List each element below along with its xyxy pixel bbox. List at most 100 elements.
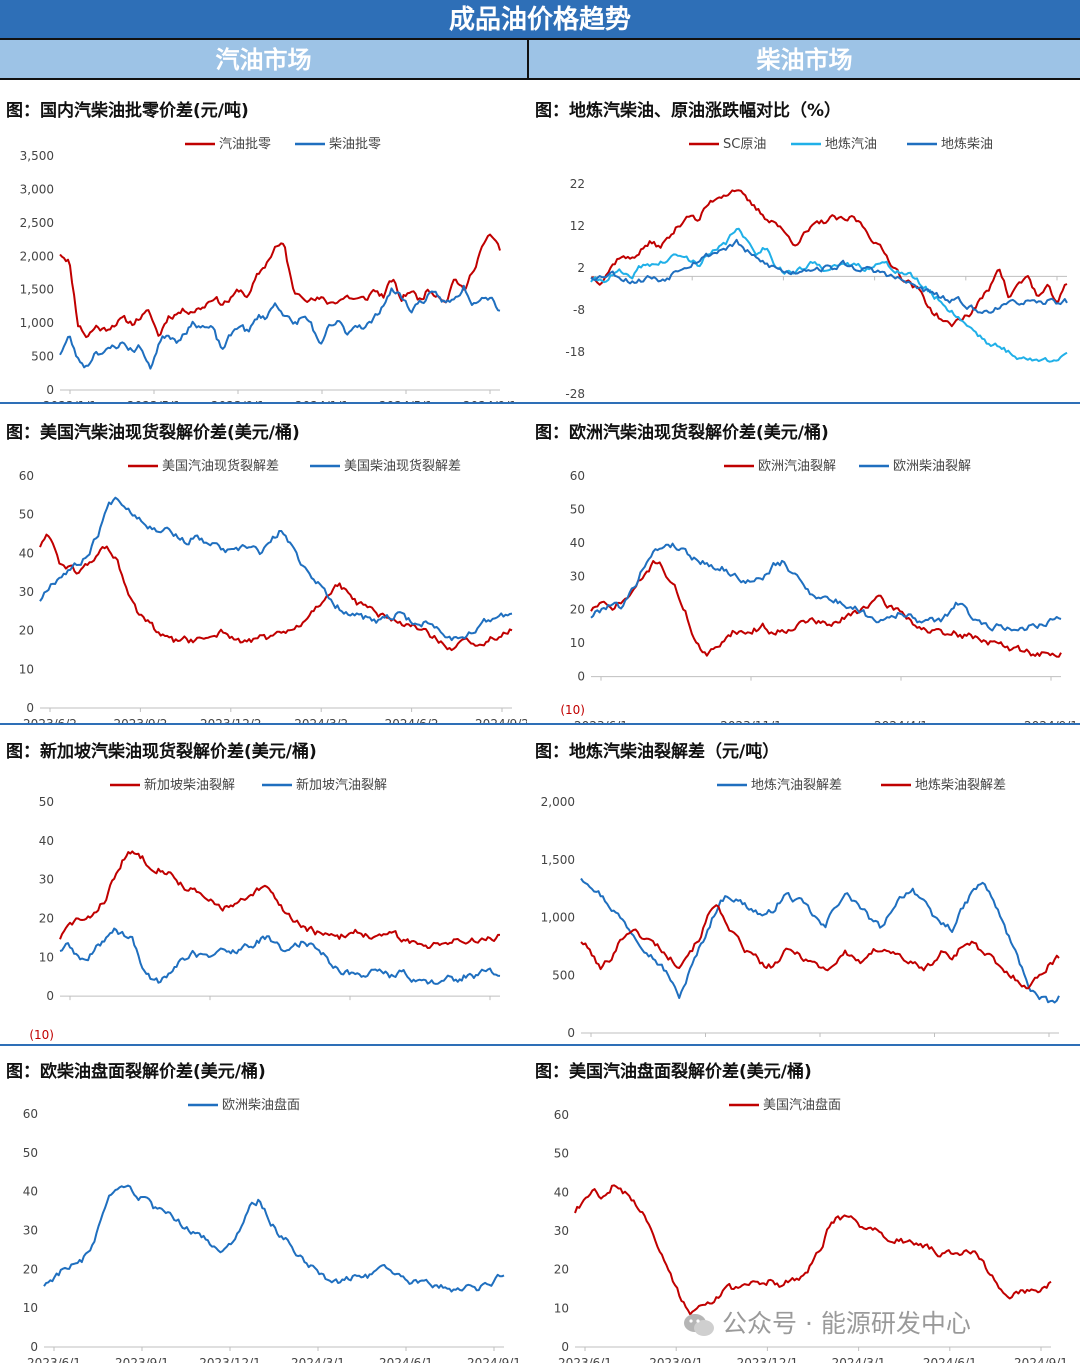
y-tick-label: 40 xyxy=(19,546,34,560)
y-tick-label: 30 xyxy=(23,1224,38,1238)
y-tick-label: 30 xyxy=(554,1224,569,1238)
chart-title: 图：欧洲汽柴油现货裂解价差(美元/桶) xyxy=(535,423,829,443)
chart-svg: 60 50 40 30 20 10 0 (10) 2023/6/1 2023/11/1 2024/4… xyxy=(560,459,1078,723)
y-tick-label: 0 xyxy=(26,701,34,715)
legend-label: 欧洲柴油盘面 xyxy=(222,1097,300,1113)
y-tick-label: 0 xyxy=(561,1340,569,1354)
x-tick-label: 2024/9/2 xyxy=(475,717,527,723)
chart-panel-p4: 图：欧洲汽柴油现货裂解价差(美元/桶) 60 50 40 30 20 10 0 (10) 2023… xyxy=(529,418,1080,723)
y-tick-label: 2 xyxy=(577,261,585,275)
y-tick-label: 22 xyxy=(570,177,585,191)
y-tick-label: 12 xyxy=(570,219,585,233)
legend-label: 美国汽油现货裂解差 xyxy=(162,458,279,474)
y-tick-label: (10) xyxy=(29,1028,54,1042)
y-tick-label: 0 xyxy=(46,989,54,1003)
x-tick-label: 2023/6/2 xyxy=(23,717,77,723)
watermark: 公众号 · 能源研发中心 xyxy=(682,1304,971,1340)
x-tick-label: 2023/5/1 xyxy=(127,399,181,402)
y-tick-label: 40 xyxy=(23,1185,38,1199)
legend-label: SC原油 xyxy=(723,137,766,152)
y-tick-label: 50 xyxy=(23,1146,38,1160)
y-tick-label: 20 xyxy=(554,1263,569,1277)
y-tick-label: 50 xyxy=(19,508,34,522)
watermark-text: 公众号 · 能源研发中心 xyxy=(722,1309,971,1338)
legend-label: 美国汽油盘面 xyxy=(763,1097,841,1113)
chart-svg: 22122-8-18-282024/1/22024/3/22024/5/2202… xyxy=(565,137,1068,401)
x-tick-label: 2024/3/1 xyxy=(832,1356,886,1363)
x-tick-label: 2024/9/1 xyxy=(467,1356,521,1363)
legend-label: 美国柴油现货裂解差 xyxy=(344,458,461,474)
y-tick-label: 30 xyxy=(570,569,585,583)
y-tick-label: 30 xyxy=(19,585,34,599)
y-tick-label: 50 xyxy=(570,502,585,516)
series-line-2 xyxy=(59,284,501,370)
y-tick-label: 2,000 xyxy=(541,795,575,809)
x-tick-label: 2024/4/1 xyxy=(874,719,928,723)
x-tick-label: 2023/12/2 xyxy=(200,717,262,723)
y-tick-label: 3,500 xyxy=(20,149,54,163)
x-tick-label: 2023/9/2 xyxy=(113,717,167,723)
x-tick-label: 2023/9/1 xyxy=(115,1356,169,1363)
chart-title: 图：新加坡汽柴油现货裂解价差(美元/桶) xyxy=(6,742,317,762)
y-tick-label: 60 xyxy=(554,1108,569,1122)
x-tick-label: 2024/6/1 xyxy=(923,1356,977,1363)
chart-svg: 60 50 40 30 20 10 0 2023/6/2 2023/9/2 2023/12/2 20… xyxy=(19,458,527,723)
y-tick-label: 2,500 xyxy=(20,216,54,230)
series-line-1 xyxy=(59,233,501,339)
series-line-1 xyxy=(43,1184,505,1293)
series-line-2 xyxy=(590,542,1062,632)
x-tick-label: 2023/12/1 xyxy=(737,1356,799,1363)
y-tick-label: 20 xyxy=(23,1262,38,1276)
series-line-1 xyxy=(574,1184,1052,1316)
chart-panel-p5: 图：新加坡汽柴油现货裂解价差(美元/桶)50403020100(10)2023/… xyxy=(0,737,527,1042)
y-tick-label: 10 xyxy=(39,950,54,964)
row-divider xyxy=(0,723,1080,725)
series-line-2 xyxy=(590,227,1068,363)
legend-label: 地炼汽油裂解差 xyxy=(751,778,842,793)
chart-svg: 50403020100(10)2023/6/12023/11/12024/4/1… xyxy=(29,777,501,1042)
y-tick-label: 500 xyxy=(552,968,575,982)
y-tick-label: 20 xyxy=(39,912,54,926)
legend-label: 地炼柴油 xyxy=(941,137,993,152)
chart-title: 图：欧柴油盘面裂解价差(美元/桶) xyxy=(6,1062,266,1082)
y-tick-label: 60 xyxy=(570,469,585,483)
y-tick-label: 1,000 xyxy=(20,316,54,330)
legend-label: 地炼柴油裂解差 xyxy=(915,778,1006,793)
x-tick-label: 2023/11/1 xyxy=(720,719,782,723)
x-tick-label: 2024/6/2 xyxy=(385,717,439,723)
x-tick-label: 2024/9/1 xyxy=(463,399,517,402)
y-tick-label: 10 xyxy=(554,1301,569,1315)
chart-panel-p1: 图：国内汽柴油批零价差(元/吨) 3,500 3,000 2,500 2,000 1,50… xyxy=(0,96,527,402)
y-tick-label: 500 xyxy=(31,350,54,364)
chart-title: 图：美国汽柴油现货裂解价差(美元/桶) xyxy=(6,423,300,443)
wechat-icon xyxy=(684,1314,714,1336)
y-tick-label: 1,500 xyxy=(541,853,575,867)
x-tick-label: 2024/3/1 xyxy=(291,1356,345,1363)
series-line-1 xyxy=(59,850,500,949)
y-tick-label: 2,000 xyxy=(20,249,54,263)
chart-svg: 60 50 40 30 20 10 0 2023/6/1 2023/9/1 2023/12/1 20… xyxy=(23,1097,521,1363)
x-tick-label: 2023/6/1 xyxy=(27,1356,81,1363)
series-line-1 xyxy=(590,560,1062,658)
chart-panel-p2: 图：地炼汽柴油、原油涨跌幅对比（%）22122-8-18-282024/1/22… xyxy=(529,96,1080,402)
y-tick-label: 1,000 xyxy=(541,911,575,925)
x-tick-label: 2023/9/1 xyxy=(649,1356,703,1363)
y-tick-label: -8 xyxy=(573,303,585,317)
page-title: 成品油价格趋势 xyxy=(0,0,1080,40)
chart-title: 图：美国汽油盘面裂解价差(美元/桶) xyxy=(535,1062,812,1082)
y-tick-label: 10 xyxy=(570,636,585,650)
y-tick-label: 20 xyxy=(19,624,34,638)
series-line-2 xyxy=(580,904,1060,990)
gasoline-market-header: 汽油市场 xyxy=(0,40,527,80)
y-tick-label: 0 xyxy=(30,1340,38,1354)
y-tick-label: 1,500 xyxy=(20,283,54,297)
x-tick-label: 2023/9/1 xyxy=(211,399,265,402)
legend-label: 新加坡柴油裂解 xyxy=(144,777,235,793)
legend-label: 欧洲柴油裂解 xyxy=(893,459,971,474)
legend-label: 新加坡汽油裂解 xyxy=(296,777,387,793)
row-divider xyxy=(0,1044,1080,1046)
y-tick-label: 3,000 xyxy=(20,182,54,196)
y-tick-label: 50 xyxy=(39,795,54,809)
series-line-1 xyxy=(590,189,1068,328)
